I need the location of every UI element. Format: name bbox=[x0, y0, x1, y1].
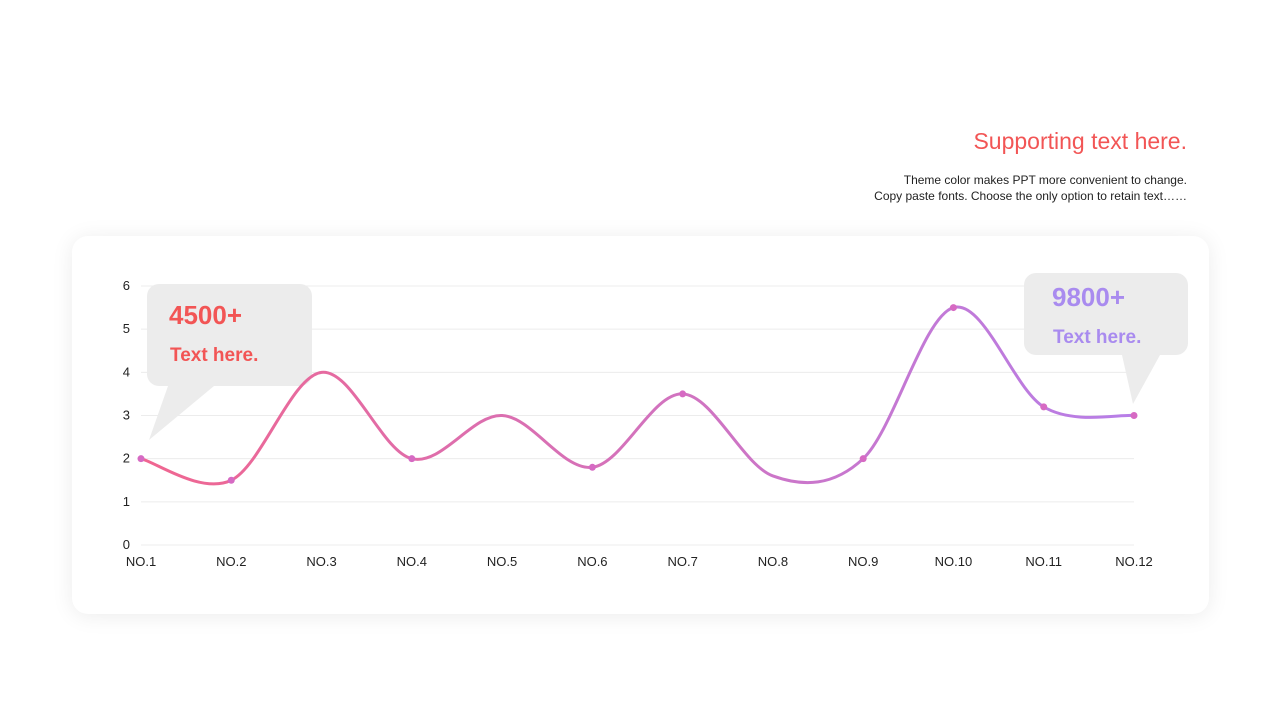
data-point bbox=[1130, 412, 1138, 419]
callout-right-value: 9800+ bbox=[1052, 282, 1125, 312]
supporting-title: Supporting text here. bbox=[973, 128, 1187, 154]
data-point bbox=[679, 390, 687, 398]
data-point bbox=[949, 304, 957, 312]
callout-left-bubble bbox=[147, 284, 312, 440]
y-tick-label: 4 bbox=[123, 364, 130, 379]
y-axis-ticks: 0 1 2 3 4 5 6 bbox=[123, 278, 130, 552]
x-tick-label: NO.12 bbox=[1115, 554, 1153, 569]
y-tick-label: 6 bbox=[123, 278, 130, 293]
data-point bbox=[859, 455, 867, 463]
description-text: Theme color makes PPT more convenient to… bbox=[874, 172, 1187, 204]
callout-right-text: Text here. bbox=[1053, 327, 1141, 348]
x-tick-label: NO.9 bbox=[848, 554, 878, 569]
callout-left: 4500+ Text here. bbox=[147, 284, 312, 440]
y-tick-label: 5 bbox=[123, 321, 130, 336]
x-tick-label: NO.1 bbox=[126, 554, 156, 569]
data-point bbox=[408, 455, 416, 463]
x-tick-label: NO.2 bbox=[216, 554, 246, 569]
y-tick-label: 3 bbox=[123, 408, 130, 423]
data-point bbox=[1040, 403, 1048, 411]
x-tick-label: NO.11 bbox=[1025, 554, 1062, 569]
data-point bbox=[137, 455, 145, 463]
x-tick-label: NO.7 bbox=[667, 554, 697, 569]
description-line-1: Theme color makes PPT more convenient to… bbox=[903, 173, 1187, 187]
y-tick-label: 0 bbox=[123, 537, 130, 552]
y-tick-label: 2 bbox=[123, 451, 130, 466]
x-tick-label: NO.3 bbox=[306, 554, 336, 569]
x-tick-label: NO.8 bbox=[758, 554, 788, 569]
callout-right-bubble bbox=[1024, 273, 1188, 404]
x-axis-ticks: NO.1 NO.2 NO.3 NO.4 NO.5 NO.6 NO.7 NO.8 NO.9 NO.1… bbox=[126, 554, 1153, 569]
x-tick-label: NO.6 bbox=[577, 554, 607, 569]
callout-right: 9800+ Text here. bbox=[1024, 273, 1188, 404]
data-point bbox=[227, 476, 235, 484]
data-point bbox=[588, 463, 596, 471]
callout-left-text: Text here. bbox=[170, 345, 258, 366]
x-tick-label: NO.10 bbox=[935, 554, 973, 569]
description-line-2: Copy paste fonts. Choose the only option… bbox=[874, 189, 1187, 203]
callout-left-value: 4500+ bbox=[169, 300, 242, 330]
x-tick-label: NO.4 bbox=[397, 554, 427, 569]
data-points bbox=[137, 304, 1138, 484]
y-tick-label: 1 bbox=[123, 494, 130, 509]
x-tick-label: NO.5 bbox=[487, 554, 517, 569]
